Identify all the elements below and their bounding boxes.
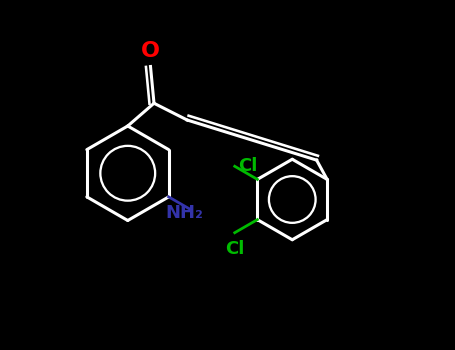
Text: Cl: Cl <box>225 240 244 258</box>
Text: NH₂: NH₂ <box>165 204 203 222</box>
Text: O: O <box>141 41 160 61</box>
Text: Cl: Cl <box>238 157 258 175</box>
